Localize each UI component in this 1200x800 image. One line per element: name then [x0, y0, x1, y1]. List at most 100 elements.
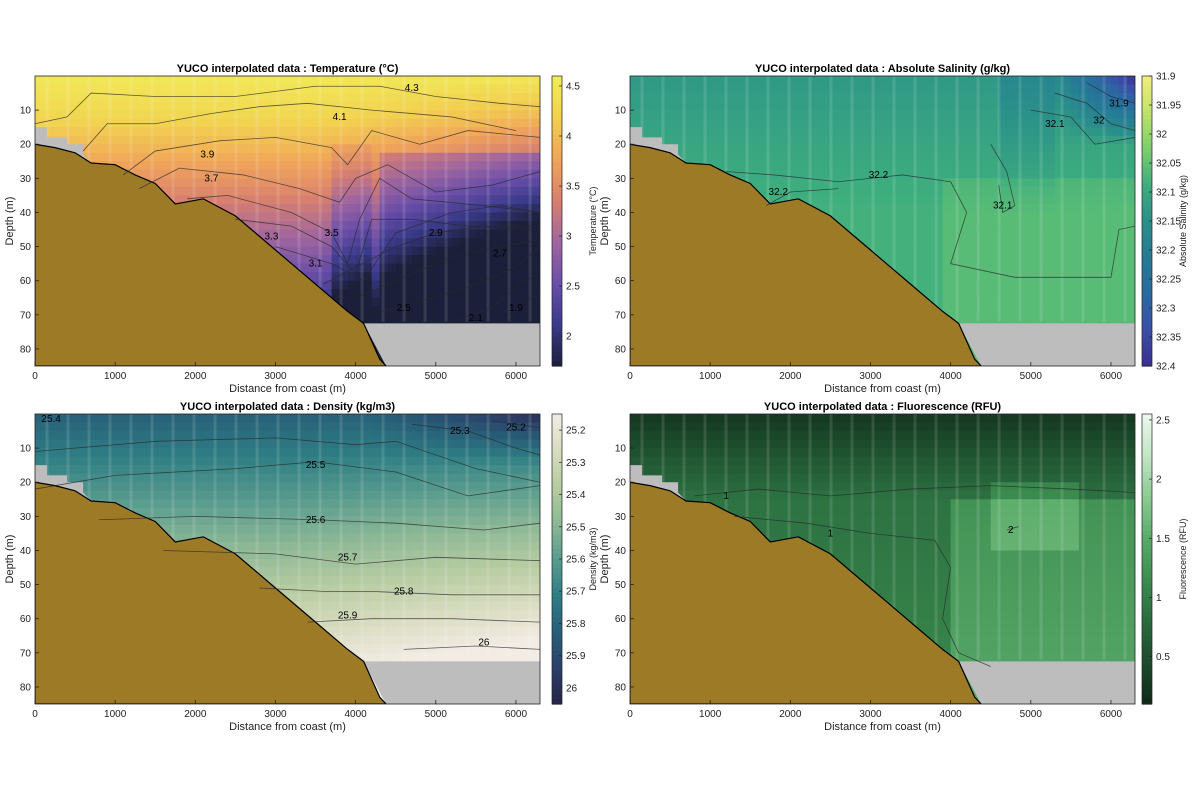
- heatmap-cell: [1062, 306, 1072, 316]
- heatmap-cell: [339, 263, 349, 273]
- heatmap-cell: [523, 221, 533, 231]
- heatmap-cell: [211, 110, 220, 120]
- heatmap-cell: [750, 161, 759, 171]
- heatmap-cell: [1014, 152, 1024, 162]
- heatmap-cell: [958, 263, 968, 273]
- heatmap-cell: [974, 135, 984, 145]
- heatmap-cell: [718, 127, 727, 137]
- heatmap-cell: [782, 144, 791, 154]
- heatmap-cell: [854, 221, 864, 231]
- heatmap-cell: [259, 110, 269, 120]
- heatmap-cell: [243, 135, 253, 145]
- heatmap-cell: [870, 118, 880, 128]
- heatmap-cell: [75, 414, 84, 424]
- heatmap-cell: [147, 161, 156, 171]
- heatmap-cell: [950, 152, 960, 162]
- heatmap-cell: [435, 161, 445, 171]
- heatmap-cell: [99, 465, 108, 475]
- heatmap-cell: [1022, 76, 1032, 86]
- heatmap-cell: [838, 84, 848, 94]
- heatmap-cell: [235, 212, 245, 222]
- heatmap-cell: [219, 118, 228, 128]
- heatmap-cell: [483, 263, 493, 273]
- heatmap-cell: [1086, 246, 1096, 256]
- heatmap-cell: [219, 195, 228, 205]
- heatmap-cell: [139, 118, 148, 128]
- colorbar-cell: [552, 100, 562, 106]
- heatmap-cell: [371, 289, 381, 299]
- heatmap-cell: [1030, 169, 1040, 179]
- heatmap-cell: [515, 135, 525, 145]
- heatmap-cell: [515, 118, 525, 128]
- heatmap-cell: [315, 203, 325, 214]
- heatmap-cell: [1070, 152, 1080, 162]
- heatmap-cell: [1022, 169, 1032, 179]
- heatmap-cell: [1014, 297, 1024, 307]
- colorbar-cell: [1142, 298, 1152, 304]
- heatmap-cell: [291, 212, 301, 222]
- heatmap-cell: [91, 456, 100, 466]
- heatmap-cell: [702, 84, 711, 94]
- heatmap-cell: [507, 152, 517, 162]
- heatmap-cell: [491, 314, 501, 324]
- heatmap-cell: [491, 297, 501, 307]
- heatmap-cell: [1094, 246, 1104, 256]
- heatmap-cell: [1014, 238, 1024, 248]
- heatmap-cell: [403, 135, 413, 145]
- heatmap-cell: [411, 178, 421, 188]
- heatmap-cell: [958, 255, 968, 265]
- heatmap-cell: [339, 272, 349, 282]
- heatmap-cell: [491, 135, 501, 145]
- heatmap-cell: [371, 263, 381, 273]
- heatmap-cell: [115, 490, 124, 500]
- heatmap-cell: [766, 118, 775, 128]
- heatmap-cell: [251, 161, 261, 171]
- heatmap-cell: [307, 93, 317, 103]
- heatmap-cell: [1126, 314, 1135, 324]
- heatmap-cell: [902, 246, 912, 256]
- heatmap-cell: [734, 152, 743, 162]
- heatmap-cell: [523, 238, 533, 248]
- heatmap-cell: [411, 272, 421, 282]
- heatmap-cell: [854, 229, 864, 239]
- heatmap-cell: [379, 195, 389, 205]
- heatmap-cell: [918, 144, 928, 154]
- heatmap-cell: [235, 135, 245, 145]
- heatmap-cell: [491, 272, 501, 282]
- heatmap-cell: [854, 93, 864, 103]
- heatmap-cell: [998, 178, 1008, 188]
- heatmap-cell: [99, 448, 108, 458]
- heatmap-cell: [806, 93, 815, 103]
- heatmap-cell: [1038, 195, 1048, 205]
- heatmap-cell: [299, 186, 309, 197]
- heatmap-cell: [299, 84, 309, 94]
- heatmap-cell: [123, 473, 132, 483]
- heatmap-cell: [163, 178, 172, 188]
- heatmap-cell: [291, 144, 301, 154]
- heatmap-cell: [958, 272, 968, 282]
- heatmap-cell: [331, 289, 341, 299]
- heatmap-cell: [1086, 221, 1096, 231]
- heatmap-cell: [1014, 314, 1024, 324]
- heatmap-cell: [1022, 144, 1032, 154]
- heatmap-cell: [475, 272, 485, 282]
- heatmap-cell: [147, 118, 156, 128]
- heatmap-cell: [710, 93, 719, 103]
- x-tick-label: 2000: [184, 371, 207, 382]
- heatmap-cell: [275, 84, 285, 94]
- heatmap-cell: [171, 195, 180, 205]
- heatmap-cell: [1014, 110, 1024, 120]
- heatmap-cell: [475, 135, 485, 145]
- heatmap-cell: [515, 152, 525, 162]
- heatmap-cell: [531, 178, 540, 188]
- heatmap-cell: [403, 306, 413, 316]
- heatmap-cell: [83, 152, 92, 162]
- heatmap-cell: [982, 263, 992, 273]
- heatmap-cell: [894, 127, 904, 137]
- heatmap-cell: [782, 169, 791, 179]
- heatmap-cell: [998, 84, 1008, 94]
- heatmap-cell: [830, 101, 840, 111]
- heatmap-cell: [822, 93, 831, 103]
- heatmap-cell: [950, 161, 960, 171]
- heatmap-cell: [902, 110, 912, 120]
